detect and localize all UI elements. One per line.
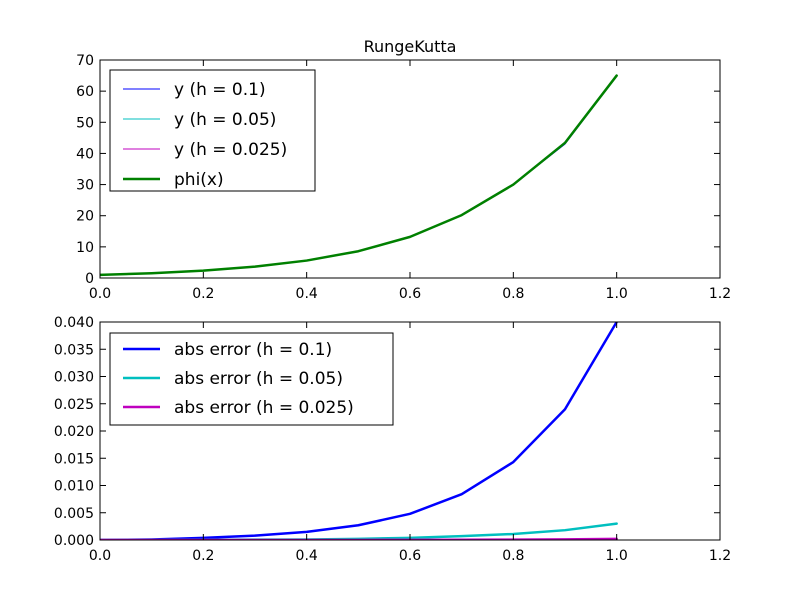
x-tick-label: 0.4 — [296, 548, 318, 564]
x-tick-label: 0.0 — [89, 548, 111, 564]
x-tick-label: 0.2 — [192, 548, 214, 564]
x-tick-label: 0.8 — [502, 548, 524, 564]
x-tick-label: 0.2 — [192, 286, 214, 302]
y-tick-label: 40 — [76, 146, 94, 162]
x-tick-label: 1.0 — [606, 286, 628, 302]
legend-label-2: abs error (h = 0.025) — [174, 398, 354, 418]
y-tick-label: 10 — [76, 240, 94, 256]
legend: abs error (h = 0.1) abs error (h = 0.05) a… — [109, 332, 394, 426]
y-tick-label: 0.035 — [54, 342, 94, 358]
y-tick-label: 0.010 — [54, 479, 94, 495]
y-tick-label: 0.015 — [54, 451, 94, 467]
y-tick-label: 20 — [76, 209, 94, 225]
y-tick-label: 60 — [76, 84, 94, 100]
x-tick-label: 0.4 — [296, 286, 318, 302]
legend-label-0: abs error (h = 0.1) — [174, 340, 332, 360]
x-tick-label: 1.0 — [606, 548, 628, 564]
y-tick-label: 70 — [76, 53, 94, 69]
legend-label-1: y (h = 0.05) — [174, 110, 276, 130]
y-tick-label: 0.040 — [54, 315, 94, 331]
y-tick-label: 0.000 — [54, 533, 94, 549]
y-tick-label: 0.030 — [54, 370, 94, 386]
series-line-0 — [100, 322, 618, 540]
x-tick-label: 0.6 — [399, 286, 421, 302]
series-group — [100, 74, 618, 277]
y-tick-label: 0 — [85, 271, 94, 287]
legend-label-0: y (h = 0.1) — [174, 80, 266, 100]
x-tick-label: 1.2 — [709, 286, 731, 302]
legend-frame — [109, 69, 316, 192]
top-panel: RungeKutta 0.0 0.2 0.4 0.6 0.8 1.0 1.2 0 10 20 30 40… — [76, 37, 731, 302]
x-tick-label: 1.2 — [709, 548, 731, 564]
legend-label-2: y (h = 0.025) — [174, 140, 287, 160]
x-tick-label: 0.8 — [502, 286, 524, 302]
x-tick-label: 0.6 — [399, 548, 421, 564]
y-tick-label: 0.025 — [54, 397, 94, 413]
y-tick-label: 50 — [76, 115, 94, 131]
y-tick-label: 30 — [76, 178, 94, 194]
series-line-3 — [100, 74, 618, 277]
x-tick-label: 0.0 — [89, 286, 111, 302]
legend-label-3: phi(x) — [174, 170, 224, 190]
y-tick-label: 0.005 — [54, 506, 94, 522]
bottom-panel: 0.0 0.2 0.4 0.6 0.8 1.0 1.2 0.000 0.005 0.010 0.01… — [54, 315, 731, 564]
y-tick-label: 0.020 — [54, 424, 94, 440]
chart-title: RungeKutta — [364, 37, 457, 56]
legend-label-1: abs error (h = 0.05) — [174, 369, 343, 389]
legend: y (h = 0.1) y (h = 0.05) y (h = 0.025) phi(… — [109, 69, 316, 192]
